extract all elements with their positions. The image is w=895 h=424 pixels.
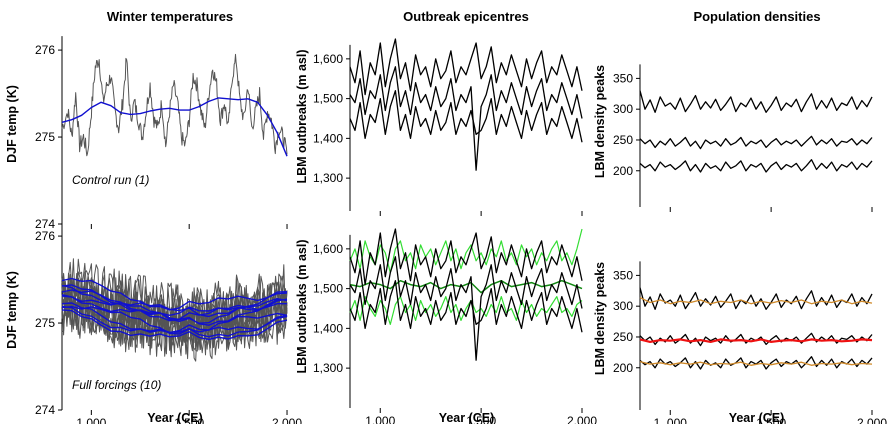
y-tick-label: 1,500 — [313, 92, 343, 106]
series-line-smooth — [61, 305, 288, 335]
series-line-smooth — [61, 294, 288, 326]
series-line-orange — [639, 360, 873, 366]
y-tick-label: 1,500 — [313, 282, 343, 296]
y-axis-label: LBM outbreaks (m asl) — [295, 239, 309, 373]
x-tick-label: 1,000 — [76, 416, 106, 424]
series-line-darkgreen — [349, 279, 583, 294]
x-axis-label: Year (CE) — [439, 411, 495, 424]
panel-title: Outbreak epicentres — [403, 9, 529, 24]
series-line-lbm — [639, 135, 873, 150]
y-tick-label: 200 — [613, 361, 633, 375]
y-tick-label: 274 — [35, 403, 55, 417]
x-tick-label: 2,000 — [272, 416, 302, 424]
y-tick-label: 276 — [35, 229, 55, 243]
y-tick-label: 1,400 — [313, 131, 343, 145]
y-tick-label: 250 — [613, 133, 633, 147]
y-tick-label: 200 — [613, 164, 633, 178]
y-axis-label: LBM density peaks — [593, 262, 607, 375]
y-tick-label: 276 — [35, 43, 55, 57]
y-tick-label: 1,600 — [313, 52, 343, 66]
series-line-smooth — [61, 309, 288, 341]
series-line-smooth — [61, 284, 288, 316]
series-line-lbm — [349, 228, 583, 286]
x-tick-label: 1,,000 — [654, 416, 688, 424]
x-tick-label: 1,500 — [756, 416, 786, 424]
series-line-lbm — [349, 66, 583, 171]
x-axis-label: Year (CE) — [729, 411, 785, 424]
panel-p0: 274 275 276 Winter temperatures DJF temp (K)… — [5, 9, 288, 231]
y-tick-label: 350 — [613, 71, 633, 85]
series-line-smooth — [61, 284, 288, 318]
y-axis-label: LBM outbreaks (m asl) — [295, 49, 309, 183]
series-line-temperature — [61, 53, 288, 157]
x-axis-label: Year (CE) — [147, 411, 203, 424]
panel-annotation: Full forcings (10) — [72, 378, 161, 392]
y-axis-label: DJF temp (K) — [5, 85, 19, 163]
y-tick-label: 350 — [613, 268, 633, 282]
series-line-lbm — [639, 159, 873, 173]
series-line-lbm — [349, 38, 583, 96]
panel-p4: 1,300 1,400 1,500 1,600 1,000 1,500 2,000 LBM o… — [295, 228, 597, 424]
y-axis-label: DJF temp (K) — [5, 271, 19, 349]
series-line-red — [639, 338, 873, 343]
panel-p5: 200 250 300 350 1,,000 1,500 2,000 LBM density … — [593, 261, 887, 424]
x-tick-label: 1,000 — [365, 414, 395, 424]
x-tick-label: 1,500 — [174, 416, 204, 424]
panel-title: Population densities — [693, 9, 820, 24]
panel-p3: 274 275 276 1,000 1,500 2,000 DJF temp (K) Year… — [5, 222, 302, 424]
y-tick-label: 275 — [35, 130, 55, 144]
series-line-smooth — [61, 277, 288, 311]
y-tick-label: 1,300 — [313, 171, 343, 185]
series-line-lbm — [349, 256, 583, 361]
y-tick-label: 1,400 — [313, 321, 343, 335]
y-tick-label: 1,300 — [313, 361, 343, 375]
panel-annotation: Control run (1) — [72, 173, 149, 187]
series-line-orange — [639, 297, 873, 305]
series-line-smooth — [61, 305, 288, 338]
y-tick-label: 250 — [613, 330, 633, 344]
series-line-lbm — [349, 90, 583, 143]
y-tick-label: 275 — [35, 316, 55, 330]
y-axis-label: LBM density peaks — [593, 65, 607, 178]
x-tick-label: 2,000 — [567, 414, 597, 424]
series-line-lbm — [639, 287, 873, 310]
series-line-lbm — [349, 280, 583, 333]
panel-p1: 1,300 1,400 1,500 1,600 Outbreak epicentres L… — [295, 9, 583, 216]
series-line-lbm — [639, 90, 873, 113]
series-line-green — [349, 228, 583, 274]
series-line-smooth — [61, 97, 288, 157]
panel-p2: 200 250 300 350 Population densities LBM dens… — [593, 9, 873, 212]
y-tick-label: 1,600 — [313, 242, 343, 256]
y-tick-label: 300 — [613, 299, 633, 313]
y-tick-label: 300 — [613, 102, 633, 116]
y-tick-label: 274 — [35, 217, 55, 231]
panel-title: Winter temperatures — [107, 9, 233, 24]
x-tick-label: 2,000 — [857, 416, 887, 424]
x-tick-label: 1,500 — [466, 414, 496, 424]
series-line-green — [349, 296, 583, 325]
